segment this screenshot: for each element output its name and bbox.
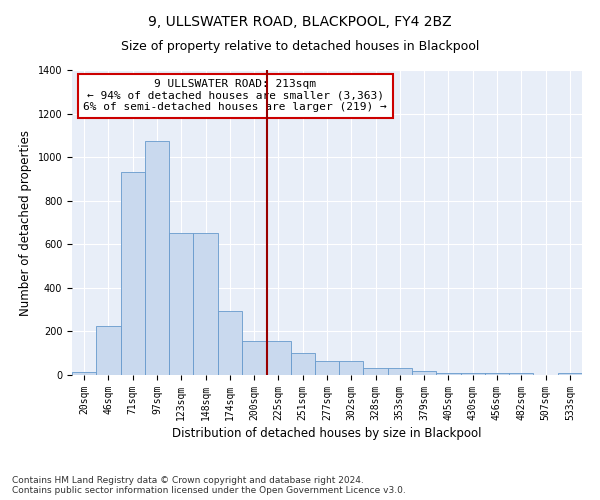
Bar (193, 234, 218, 375)
X-axis label: Distribution of detached houses by size in Blackpool: Distribution of detached houses by size … (172, 427, 482, 440)
Y-axis label: Number of detached properties: Number of detached properties (19, 130, 32, 316)
Bar (72, 372, 96, 375)
Text: Size of property relative to detached houses in Blackpool: Size of property relative to detached ho… (121, 40, 479, 53)
Bar (218, 310, 242, 375)
Bar (485, 373, 509, 375)
Text: 9 ULLSWATER ROAD: 213sqm
← 94% of detached houses are smaller (3,363)
6% of semi: 9 ULLSWATER ROAD: 213sqm ← 94% of detach… (83, 79, 387, 112)
Bar (436, 373, 461, 375)
Bar (461, 373, 485, 375)
Bar (388, 368, 412, 375)
Bar (412, 370, 436, 375)
Bar (558, 373, 582, 375)
Bar (145, 141, 169, 375)
Text: Contains HM Land Registry data © Crown copyright and database right 2024.
Contai: Contains HM Land Registry data © Crown c… (12, 476, 406, 495)
Bar (315, 361, 339, 375)
Bar (509, 373, 533, 375)
Text: 9, ULLSWATER ROAD, BLACKPOOL, FY4 2BZ: 9, ULLSWATER ROAD, BLACKPOOL, FY4 2BZ (148, 15, 452, 29)
Bar (290, 353, 315, 375)
Bar (364, 368, 388, 375)
Bar (339, 361, 364, 375)
Bar (266, 341, 290, 375)
Bar (242, 341, 266, 375)
Bar (169, 234, 193, 375)
Bar (121, 172, 145, 375)
Bar (96, 326, 121, 375)
